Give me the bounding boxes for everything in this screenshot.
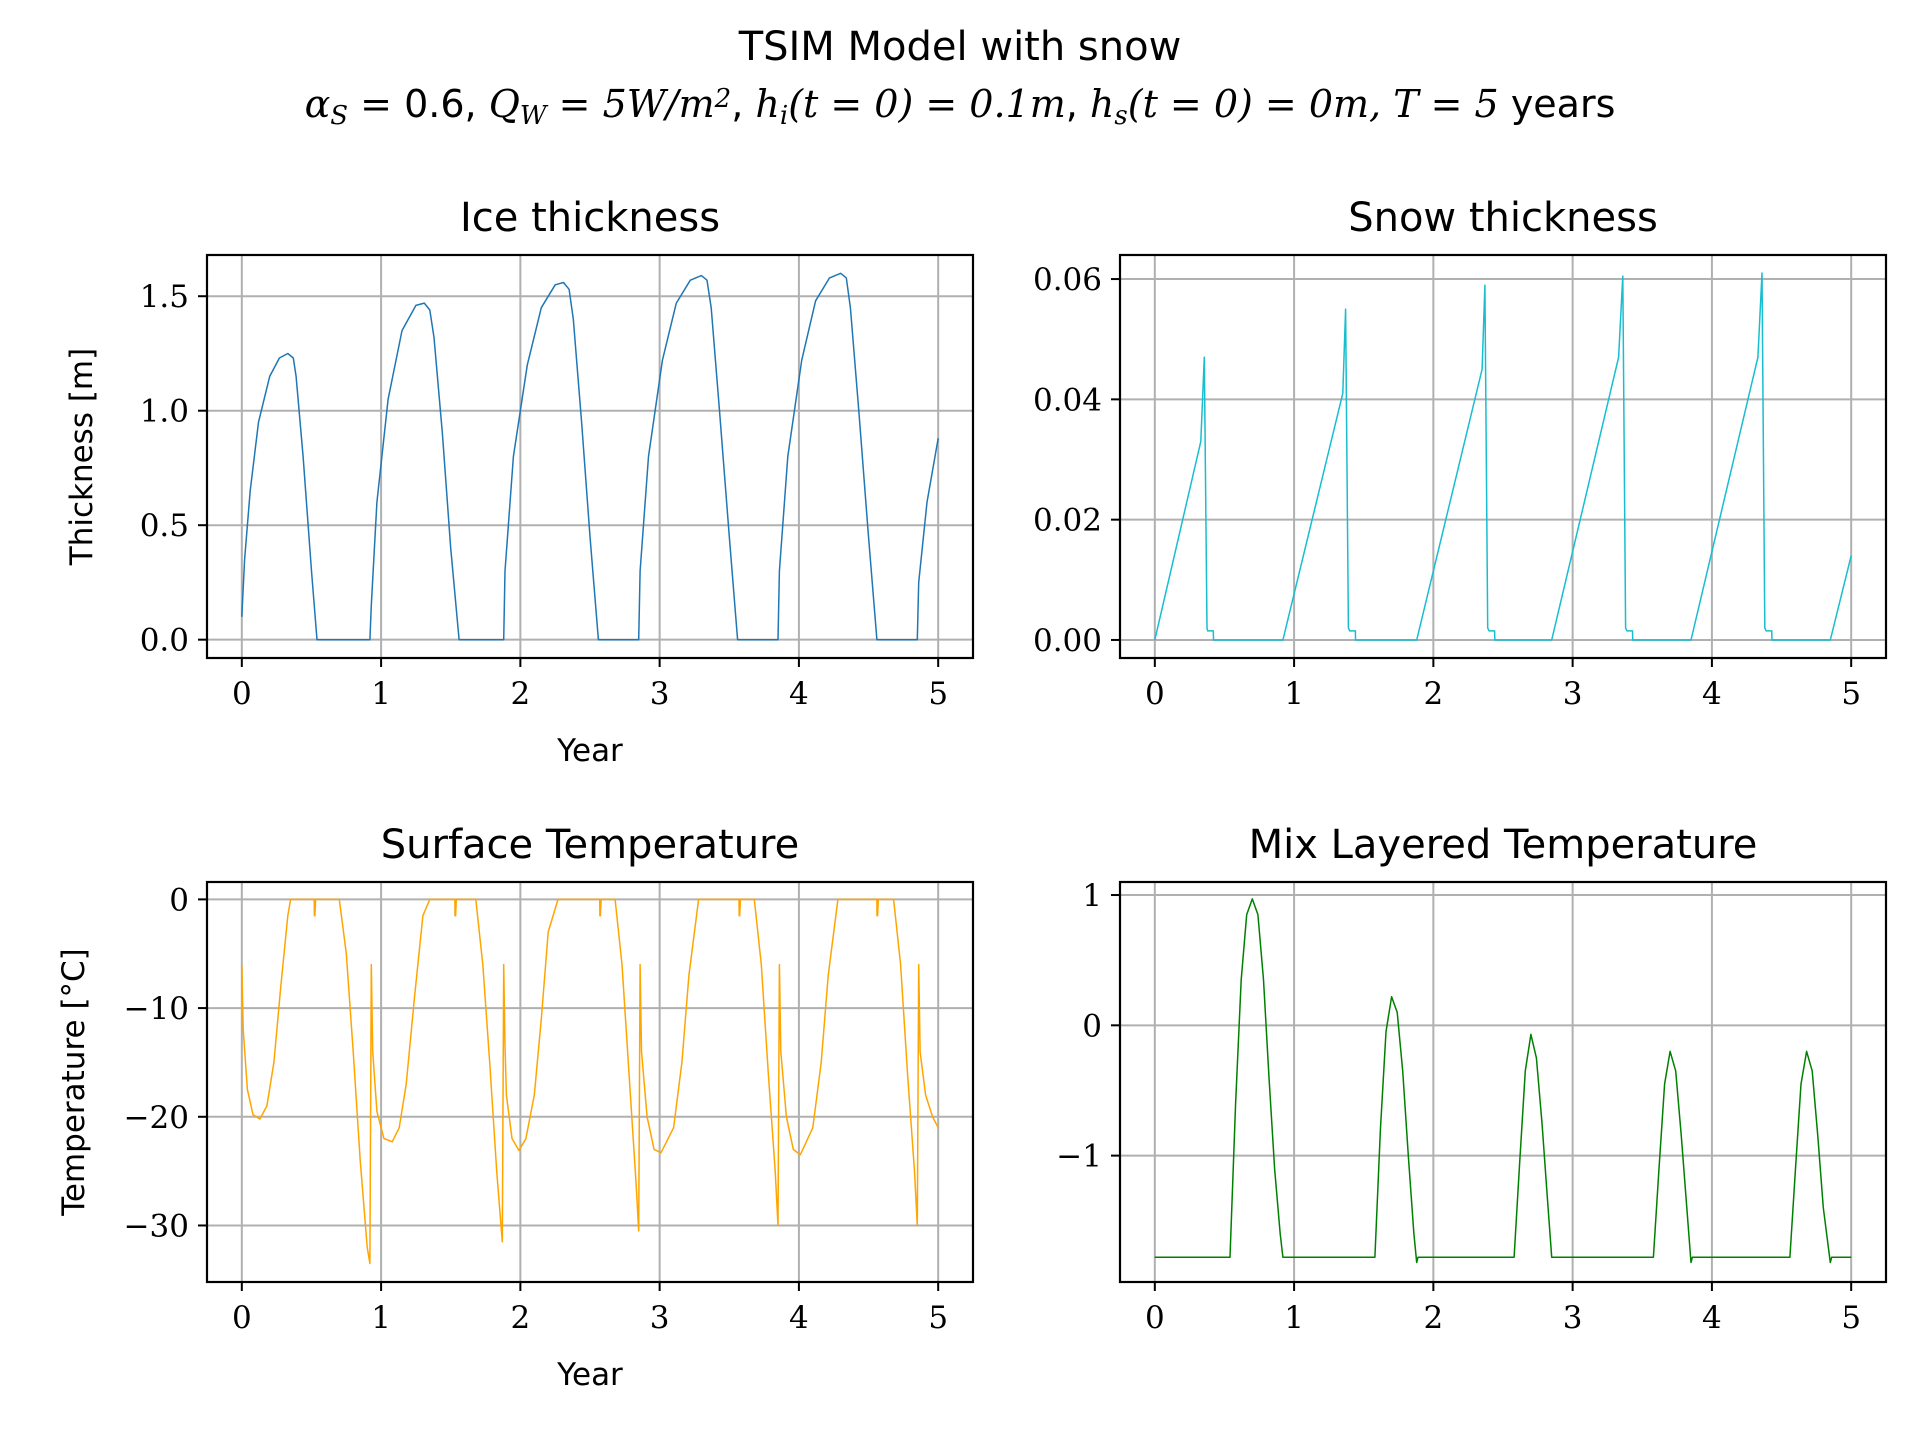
figure-title: TSIM Model with snow [738, 24, 1182, 70]
y-tick-label: 0.0 [140, 623, 189, 659]
subtitle-part: h [1090, 82, 1114, 126]
panel-mix-layered-temperature: Mix Layered Temperature 0 1 2 3 4 5 1 0 −1 [1056, 822, 1888, 1336]
x-tick-label: 4 [789, 1300, 809, 1336]
x-tick-label: 3 [1563, 676, 1583, 712]
panel-title: Snow thickness [1348, 195, 1658, 241]
subtitle-part: , [731, 82, 755, 126]
subtitle-part: (t = 0) = 0m, T = 5 [1128, 82, 1499, 126]
subtitle-part: W [520, 101, 549, 131]
x-axis-label: Year [556, 733, 623, 769]
x-tick-label: 0 [232, 1300, 252, 1336]
subtitle-part: = [348, 82, 404, 126]
y-tick-label: 0 [169, 882, 189, 918]
subtitle-part: Q [489, 82, 520, 126]
y-tick-label: 0.02 [1033, 503, 1102, 539]
y-tick-label: −10 [124, 991, 189, 1027]
panel-title: Ice thickness [460, 195, 720, 241]
subtitle-part: (t = 0) = 0.1m [788, 82, 1066, 126]
x-tick-label: 1 [1284, 676, 1304, 712]
series-line [1154, 272, 1852, 641]
x-tick-label: 5 [928, 1300, 948, 1336]
axes-frame [1118, 880, 1888, 1284]
axes-frame [205, 880, 975, 1284]
y-tick-label: 1 [1082, 878, 1102, 914]
subtitle-part: h [755, 82, 779, 126]
subtitle-part: , [1066, 82, 1090, 126]
x-tick-label: 0 [1145, 1300, 1165, 1336]
subtitle-part: 2 [714, 84, 732, 114]
y-tick-label: −20 [124, 1100, 189, 1136]
subtitle-part: years [1499, 82, 1616, 126]
y-tick-label: −30 [124, 1208, 189, 1244]
y-tick-label: 0.5 [140, 508, 189, 544]
series-line [241, 898, 939, 1265]
subtitle-part: 0.6, [404, 82, 489, 126]
x-tick-label: 1 [371, 1300, 391, 1336]
y-axis-label: Thickness [m] [64, 348, 100, 566]
x-tick-label: 2 [510, 1300, 530, 1336]
x-tick-label: 1 [1284, 1300, 1304, 1336]
x-tick-label: 4 [1702, 1300, 1722, 1336]
subtitle-part: α [305, 82, 331, 126]
x-tick-label: 1 [371, 676, 391, 712]
x-tick-label: 5 [928, 676, 948, 712]
axes-frame [205, 253, 975, 660]
x-tick-label: 2 [1423, 676, 1443, 712]
y-tick-label: 0.06 [1033, 262, 1102, 298]
subtitle-part: i [780, 101, 788, 131]
series-line [1154, 898, 1852, 1264]
y-tick-label: 1.0 [140, 394, 189, 430]
x-tick-label: 3 [650, 1300, 670, 1336]
subtitle-part: s [1114, 101, 1127, 131]
y-axis-label: Temperature [°C] [56, 948, 92, 1217]
y-tick-label: 0.00 [1033, 623, 1102, 659]
panel-surface-temperature: Surface Temperature 0 1 2 3 4 5 0 −10 −20 −30 Year T… [56, 822, 975, 1393]
panel-snow-thickness: Snow thickness 0 1 2 3 4 5 0.00 0.02 0.04 0.06 [1033, 195, 1888, 712]
x-tick-label: 5 [1841, 1300, 1861, 1336]
x-tick-label: 0 [1145, 676, 1165, 712]
x-tick-label: 4 [1702, 676, 1722, 712]
x-tick-label: 5 [1841, 676, 1861, 712]
y-tick-label: 1.5 [140, 279, 189, 315]
subtitle-part: S [330, 101, 348, 131]
x-tick-label: 2 [510, 676, 530, 712]
x-tick-label: 2 [1423, 1300, 1443, 1336]
x-axis-label: Year [556, 1357, 623, 1393]
figure-subtitle: αS = 0.6, QW = 5W/m2, hi(t = 0) = 0.1m, … [305, 82, 1616, 131]
series-line [241, 272, 939, 641]
x-tick-label: 0 [232, 676, 252, 712]
panel-ice-thickness: Ice thickness 0 1 2 3 4 5 0.0 0.5 1.0 1.5 Year Thick… [64, 195, 975, 769]
axes-frame [1118, 253, 1888, 660]
panel-title: Mix Layered Temperature [1249, 822, 1758, 868]
y-tick-label: −1 [1056, 1139, 1102, 1175]
subtitle-part: = 5W/m [547, 82, 715, 126]
y-tick-label: 0 [1082, 1008, 1102, 1044]
panel-title: Surface Temperature [381, 822, 799, 868]
x-tick-label: 4 [789, 676, 809, 712]
x-tick-label: 3 [1563, 1300, 1583, 1336]
x-tick-label: 3 [650, 676, 670, 712]
y-tick-label: 0.04 [1033, 382, 1102, 418]
